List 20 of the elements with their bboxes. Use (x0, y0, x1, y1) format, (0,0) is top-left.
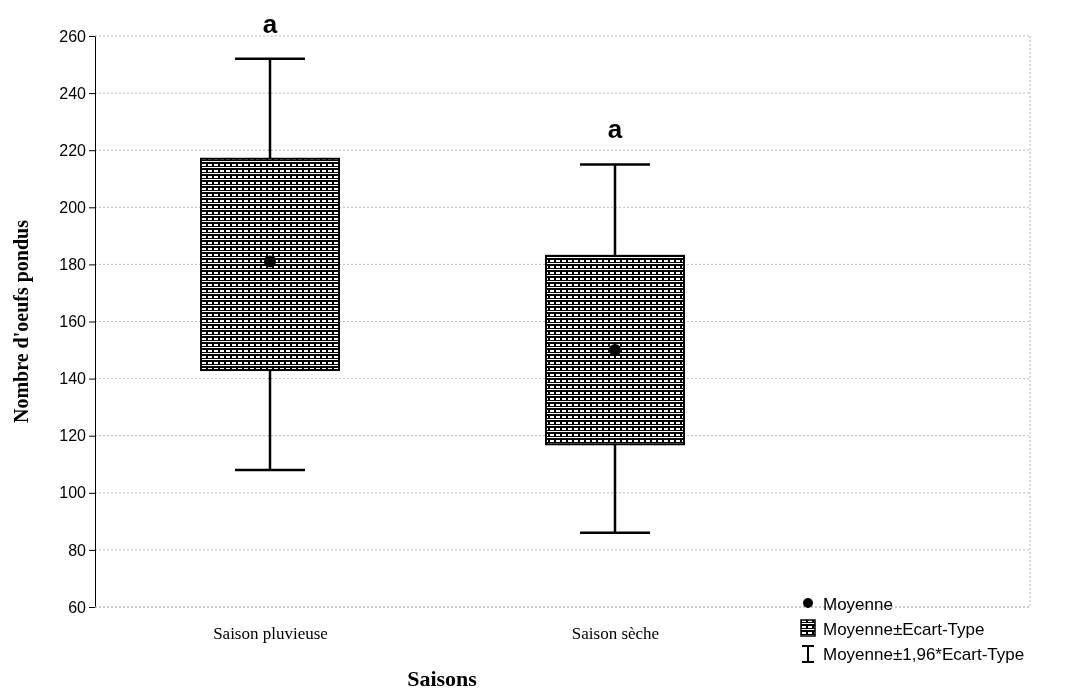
y-tick-label: 200 (59, 198, 87, 216)
x-tick-label: Saison pluvieuse (213, 624, 328, 644)
y-tick-label: 220 (59, 141, 87, 159)
y-tick-label: 100 (59, 484, 87, 502)
x-tick-label: Saison sèche (571, 624, 660, 644)
y-tick-label: 120 (59, 427, 87, 445)
text: Moyenne±Ecart-Type (823, 620, 985, 639)
y-tick-label: 140 (59, 370, 87, 388)
y-tick-label: 80 (68, 541, 87, 559)
y-tick-label: 240 (59, 84, 87, 102)
text: Moyenne±1,96*Ecart-Type (823, 645, 1025, 664)
y-tick-label: 260 (59, 27, 87, 45)
y-axis-title: Nombre d'oeufs pondus (10, 219, 33, 424)
annotation: a (607, 114, 623, 145)
annotation: a (262, 8, 278, 39)
y-tick-label: 180 (59, 256, 87, 274)
x-axis-title: Saisons (407, 666, 478, 691)
y-tick-label: 160 (59, 313, 87, 331)
y-tick-label: 60 (68, 598, 87, 616)
annotation: Moyenne (823, 595, 893, 614)
